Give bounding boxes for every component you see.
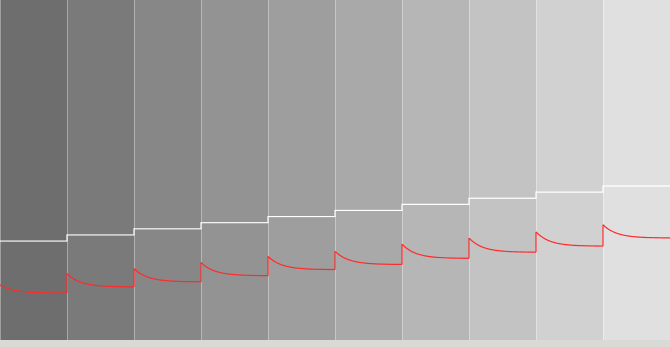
trace-group — [0, 185, 670, 347]
panel-1 — [0, 0, 67, 340]
red-trace-segment-7 — [401, 243, 470, 259]
red-trace-segment-6 — [334, 250, 403, 266]
panel-5 — [268, 0, 335, 340]
panel-8 — [469, 0, 536, 340]
panel-4 — [201, 0, 268, 340]
white-step-trace — [0, 185, 670, 242]
red-trace-segment-2 — [66, 273, 135, 288]
panel-2 — [67, 0, 134, 340]
panel-3 — [134, 0, 201, 340]
panel-group — [0, 0, 670, 340]
red-trace-segment-9 — [535, 231, 604, 247]
bottom-frame-strip — [0, 340, 670, 347]
red-trace-segment-3 — [133, 268, 202, 283]
panel-7 — [402, 0, 469, 340]
panel-9 — [536, 0, 603, 340]
red-trace-segment-5 — [267, 255, 336, 271]
panel-10 — [603, 0, 670, 340]
red-trace-segment-10 — [602, 224, 670, 239]
red-trace-segment-8 — [468, 237, 537, 253]
red-trace-segment-1 — [0, 284, 68, 294]
panel-6 — [335, 0, 402, 340]
red-trace-segment-4 — [200, 262, 269, 277]
